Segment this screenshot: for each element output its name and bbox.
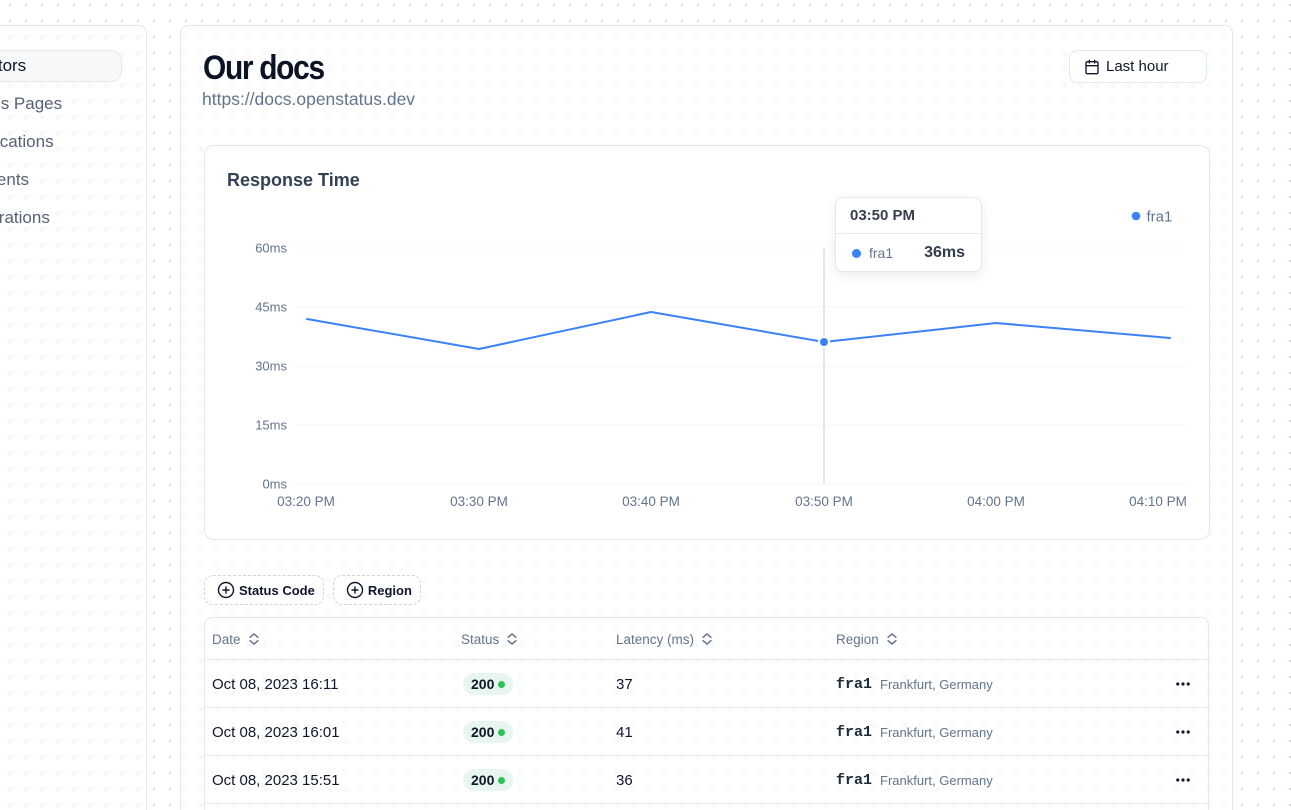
- svg-text:04:00 PM: 04:00 PM: [967, 494, 1025, 509]
- svg-text:fra1: fra1: [1147, 209, 1173, 226]
- svg-text:30ms: 30ms: [255, 359, 287, 374]
- svg-text:45ms: 45ms: [255, 300, 287, 315]
- svg-text:03:50 PM: 03:50 PM: [795, 494, 853, 509]
- svg-text:04:10 PM: 04:10 PM: [1129, 494, 1187, 509]
- svg-text:03:40 PM: 03:40 PM: [622, 494, 680, 509]
- svg-text:03:20 PM: 03:20 PM: [277, 494, 335, 509]
- svg-text:15ms: 15ms: [255, 418, 287, 433]
- svg-text:60ms: 60ms: [255, 241, 287, 256]
- svg-text:0ms: 0ms: [262, 477, 287, 492]
- svg-text:03:30 PM: 03:30 PM: [450, 494, 508, 509]
